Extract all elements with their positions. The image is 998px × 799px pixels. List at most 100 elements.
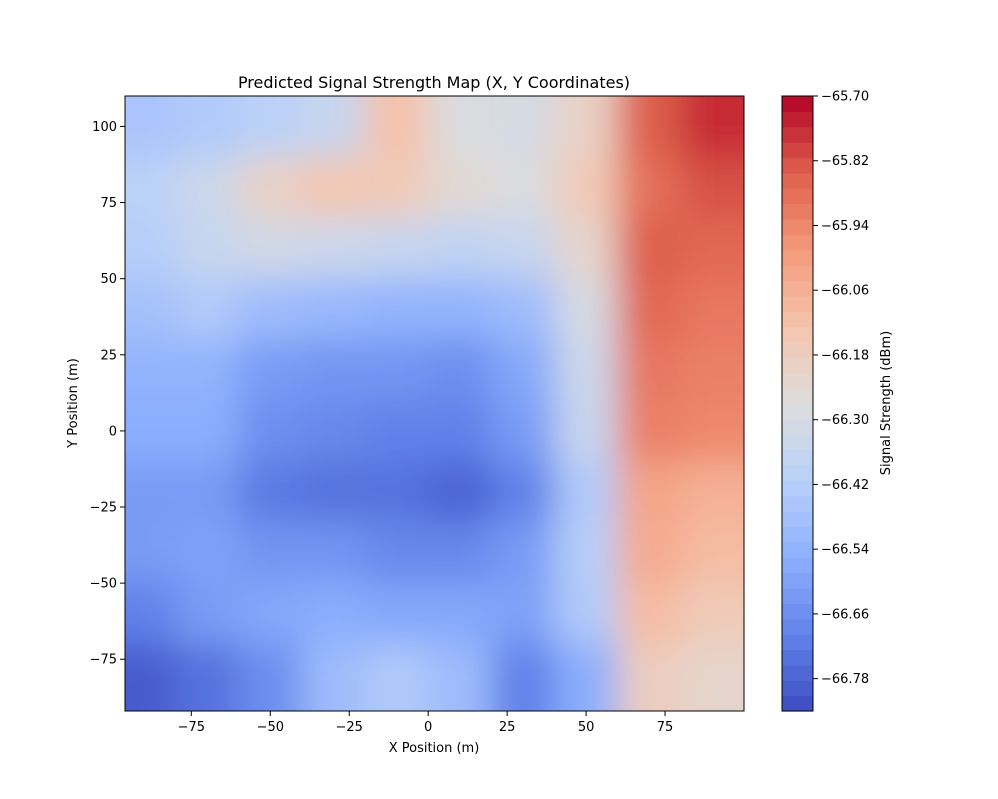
heatmap-cell: [125, 522, 177, 585]
colorbar-ticks: −65.70 −65.82 −65.94 −66.06 −66.18 −66.30 −66.…: [813, 90, 869, 687]
heatmap-cell: [125, 217, 177, 280]
colorbar-strip: [782, 664, 813, 681]
heatmap-cell: [491, 96, 556, 158]
y-tick-label: 50: [100, 272, 117, 287]
heatmap-cell: [365, 339, 430, 402]
heatmap-cell: [617, 217, 682, 280]
colorbar-strip: [782, 695, 813, 712]
colorbar-tick-label: −66.06: [821, 284, 869, 299]
heatmap-cell: [617, 278, 682, 341]
x-tick-label: 75: [657, 720, 674, 735]
heatmap-cell: [428, 156, 493, 219]
heatmap-cell: [617, 156, 682, 219]
heatmap-cell: [125, 156, 177, 219]
heatmap-cell: [175, 461, 240, 524]
heatmap-cell: [238, 278, 303, 341]
heatmap-cell: [491, 522, 556, 585]
heatmap-cell: [238, 217, 303, 280]
colorbar-strip: [782, 357, 813, 374]
heatmap-cell: [554, 644, 619, 711]
colorbar-strip: [782, 495, 813, 512]
colorbar-strip: [782, 449, 813, 466]
colorbar-strip: [782, 280, 813, 297]
heatmap-cell: [491, 461, 556, 524]
heatmap-cell: [365, 217, 430, 280]
heatmap-cell: [428, 96, 493, 158]
heatmap-cell: [680, 522, 744, 585]
heatmap-cell: [554, 461, 619, 524]
colorbar-strip: [782, 234, 813, 251]
heatmap-cell: [428, 644, 493, 711]
colorbar-strip: [782, 603, 813, 620]
heatmap-cell: [301, 156, 367, 219]
x-axis: −75 −50 −25 0 25 50 75: [178, 711, 674, 735]
x-tick-label: 50: [578, 720, 595, 735]
colorbar-strip: [782, 326, 813, 343]
colorbar-strip: [782, 142, 813, 159]
heatmap-cell: [301, 339, 367, 402]
colorbar: −65.70 −65.82 −65.94 −66.06 −66.18 −66.30 −66.…: [781, 90, 894, 712]
heatmap-cell: [365, 644, 430, 711]
plot-frame: [124, 95, 745, 712]
heatmap-cell: [491, 644, 556, 711]
heatmap-cell: [301, 217, 367, 280]
heatmap-cell: [175, 522, 240, 585]
heatmap-cell: [554, 400, 619, 463]
colorbar-strip: [782, 418, 813, 435]
heatmap-cell: [125, 583, 177, 645]
colorbar-strip: [782, 434, 813, 451]
y-tick-label: −25: [90, 501, 117, 516]
colorbar-strip: [782, 111, 813, 128]
heatmap-cell: [491, 400, 556, 463]
heatmap-cell: [680, 217, 744, 280]
heatmap-cell: [175, 156, 240, 219]
colorbar-strip: [782, 480, 813, 497]
y-tick-label: 0: [109, 424, 117, 439]
heatmap-cell: [428, 278, 493, 341]
colorbar-strip: [782, 541, 813, 558]
heatmap-cell: [554, 339, 619, 402]
heatmap-cell: [125, 278, 177, 341]
x-tick-label: −75: [178, 720, 205, 735]
colorbar-strip: [782, 557, 813, 574]
colorbar-tick-label: −66.30: [821, 413, 869, 428]
heatmap-cell: [428, 339, 493, 402]
heatmap-cell: [365, 461, 430, 524]
heatmap-cell: [365, 156, 430, 219]
chart-title: Predicted Signal Strength Map (X, Y Coor…: [238, 73, 630, 92]
heatmap-cell: [301, 461, 367, 524]
heatmap-cell: [365, 400, 430, 463]
heatmap-cell: [365, 583, 430, 645]
heatmap-cell: [175, 400, 240, 463]
heatmap-cell: [617, 461, 682, 524]
heatmap-cell: [491, 583, 556, 645]
colorbar-strip: [782, 219, 813, 235]
colorbar-strip: [782, 265, 813, 282]
heatmap-cell: [428, 217, 493, 280]
heatmap-cell: [554, 278, 619, 341]
heatmap-cell: [491, 278, 556, 341]
x-tick-label: −25: [336, 720, 363, 735]
heatmap-cell: [125, 644, 177, 711]
colorbar-strip: [782, 249, 813, 266]
heatmap-cell: [238, 583, 303, 645]
heatmap-cell: [175, 583, 240, 645]
colorbar-tick-label: −66.18: [821, 348, 869, 363]
heatmap-cell: [617, 400, 682, 463]
colorbar-strip: [782, 188, 813, 205]
colorbar-strip: [782, 172, 813, 189]
heatmap-cell: [238, 522, 303, 585]
heatmap-cells: [125, 96, 744, 711]
heatmap-cell: [680, 156, 744, 219]
heatmap-cell: [491, 339, 556, 402]
colorbar-strip: [782, 618, 813, 635]
heatmap-cell: [680, 278, 744, 341]
heatmap-cell: [238, 156, 303, 219]
colorbar-strip: [782, 311, 813, 328]
heatmap-cell: [365, 96, 430, 158]
heatmap-cell: [238, 644, 303, 711]
heatmap-cell: [301, 644, 367, 711]
heatmap-cell: [554, 156, 619, 219]
heatmap-cell: [125, 339, 177, 402]
colorbar-tick-label: −66.78: [821, 672, 869, 687]
